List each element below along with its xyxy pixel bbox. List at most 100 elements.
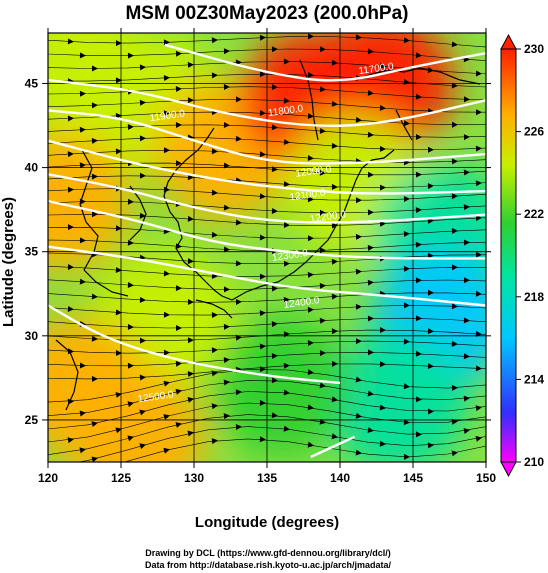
wind-arrow bbox=[79, 162, 86, 169]
wind-arrow bbox=[127, 124, 134, 130]
wind-arrow bbox=[115, 309, 122, 316]
wind-arrow bbox=[283, 425, 290, 432]
wind-arrow bbox=[319, 46, 326, 53]
contour-label: 11700.0 bbox=[358, 61, 395, 77]
wind-arrow bbox=[367, 131, 374, 138]
wind-arrow bbox=[139, 296, 146, 303]
wind-arrow bbox=[67, 306, 74, 312]
streamline bbox=[48, 239, 486, 252]
wind-arrow bbox=[187, 299, 194, 305]
wind-arrow bbox=[79, 362, 86, 369]
wind-arrow bbox=[91, 456, 98, 462]
wind-arrow bbox=[451, 384, 458, 391]
contour-11800.0 bbox=[48, 78, 486, 128]
wind-arrow bbox=[403, 196, 410, 202]
wind-arrow bbox=[164, 147, 170, 154]
streamline bbox=[48, 329, 486, 341]
wind-arrow bbox=[115, 427, 122, 434]
wind-arrow bbox=[236, 96, 242, 103]
contour-label: 12000.0 bbox=[295, 164, 333, 180]
wind-arrow bbox=[307, 404, 314, 411]
wind-arrow bbox=[235, 424, 242, 430]
colorbar-body bbox=[500, 48, 517, 463]
wind-arrow bbox=[331, 328, 338, 335]
wind-arrow bbox=[224, 286, 230, 293]
wind-arrow bbox=[307, 72, 314, 78]
wind-arrow bbox=[319, 382, 326, 389]
wind-arrow bbox=[175, 422, 182, 428]
wind-arrow bbox=[187, 258, 194, 265]
wind-arrow bbox=[463, 96, 470, 103]
wind-arrow bbox=[67, 437, 74, 444]
wind-arrow bbox=[463, 204, 470, 211]
wind-arrow bbox=[476, 109, 482, 116]
wind-arrow bbox=[259, 193, 266, 200]
x-axis-ticks: 120 125 130 135 140 145 150 bbox=[38, 28, 496, 485]
wind-arrow bbox=[283, 260, 290, 267]
wind-arrow bbox=[223, 246, 230, 253]
wind-arrow bbox=[175, 50, 182, 57]
wind-arrow bbox=[67, 264, 74, 270]
contour-label: 11900.0 bbox=[149, 108, 186, 124]
wind-arrow bbox=[355, 449, 362, 456]
wind-arrow bbox=[271, 321, 278, 328]
wind-arrow bbox=[379, 63, 386, 69]
wind-arrow bbox=[127, 198, 134, 205]
wind-arrow bbox=[163, 110, 170, 117]
wind-arrow bbox=[463, 134, 470, 141]
wind-arrow bbox=[451, 41, 458, 48]
wind-arrow bbox=[140, 337, 146, 344]
wind-arrow bbox=[67, 186, 74, 193]
plot-area: 11700.0 11800.0 11900.0 12000.0 12100.0 12200… bbox=[48, 33, 486, 479]
wind-arrow bbox=[163, 349, 170, 356]
colorbar-tick-label: 230 bbox=[524, 42, 544, 56]
wind-arrow bbox=[139, 374, 146, 381]
wind-arrow bbox=[463, 428, 470, 434]
streamline bbox=[48, 292, 486, 303]
wind-arrow bbox=[332, 360, 338, 367]
wind-arrow bbox=[319, 86, 326, 93]
wind-arrow bbox=[271, 285, 278, 292]
wind-arrow bbox=[79, 90, 86, 97]
wind-arrow bbox=[223, 48, 230, 55]
credit-line-1: Drawing by DCL (https://www.gfd-dennou.o… bbox=[145, 548, 391, 558]
y-tick-label: 40 bbox=[25, 161, 39, 175]
wind-arrow bbox=[139, 64, 146, 71]
wind-arrow bbox=[331, 59, 338, 66]
wind-arrow bbox=[356, 197, 362, 204]
wind-arrow bbox=[127, 323, 134, 330]
colorbar-max-arrow bbox=[500, 33, 517, 50]
wind-arrow bbox=[271, 412, 278, 419]
wind-arrow bbox=[68, 473, 75, 479]
wind-arrow bbox=[127, 362, 134, 369]
x-tick-label: 125 bbox=[111, 471, 131, 485]
wind-arrow bbox=[211, 189, 218, 196]
wind-arrow bbox=[79, 126, 86, 133]
streamline bbox=[76, 426, 486, 462]
wind-arrow bbox=[380, 184, 386, 191]
wind-arrow bbox=[163, 311, 170, 318]
wind-arrow bbox=[271, 46, 278, 53]
wind-arrow bbox=[91, 102, 98, 109]
contour-labels: 11700.0 11800.0 11900.0 12000.0 12100.0 12200… bbox=[137, 61, 395, 405]
wind-arrow bbox=[403, 231, 410, 237]
wind-arrow bbox=[283, 97, 290, 104]
wind-arrow bbox=[175, 160, 182, 167]
streamline bbox=[48, 352, 486, 367]
x-tick-label: 145 bbox=[403, 471, 423, 485]
wind-arrow bbox=[451, 303, 458, 310]
wind-arrow bbox=[127, 239, 134, 246]
wind-arrow bbox=[367, 427, 374, 433]
colorbar-tick-label: 226 bbox=[524, 125, 544, 139]
colorbar-tick-label: 222 bbox=[524, 207, 544, 221]
wind-arrow bbox=[427, 328, 434, 335]
streamline bbox=[48, 86, 486, 101]
wind-arrow bbox=[187, 430, 194, 437]
wind-arrow bbox=[176, 325, 182, 331]
wind-arrow bbox=[223, 323, 230, 330]
wind-arrow bbox=[475, 290, 482, 297]
wind-arrow bbox=[175, 122, 182, 128]
wind-arrow bbox=[116, 350, 122, 356]
wind-arrow bbox=[415, 93, 422, 100]
wind-arrow bbox=[307, 441, 314, 448]
